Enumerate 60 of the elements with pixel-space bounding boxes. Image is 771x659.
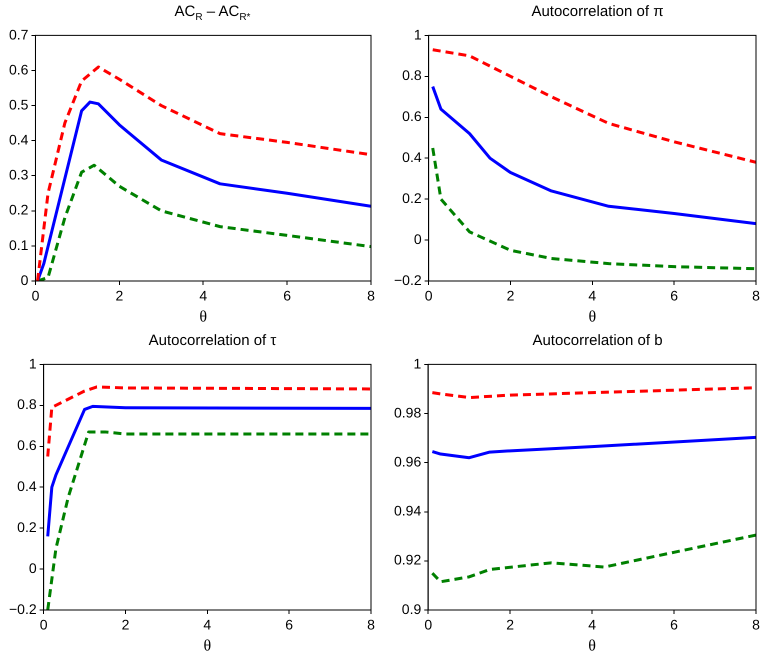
- x-tick-label: 4: [203, 616, 212, 632]
- y-tick-label: 0.4: [8, 132, 29, 148]
- y-tick-label: 0.4: [402, 149, 422, 166]
- line-series: [46, 385, 371, 458]
- chart-title: Autocorrelation of τ: [148, 331, 278, 351]
- y-tick-label: 0.9: [402, 600, 422, 617]
- y-tick-label: 1: [28, 355, 37, 372]
- x-tick-label: 6: [285, 616, 294, 632]
- y-tick-label: 0.96: [394, 454, 422, 470]
- y-tick-label: 0.6: [402, 108, 422, 124]
- line-series: [46, 430, 371, 610]
- y-tick-label: 0.8: [17, 396, 37, 412]
- y-tick-label: 0.2: [8, 202, 29, 218]
- y-tick-label: 0: [20, 272, 29, 288]
- y-tick-label: 0.4: [17, 478, 37, 494]
- x-tick-label: 0: [424, 287, 433, 304]
- x-tick-label: 8: [752, 287, 760, 304]
- x-axis-title: θ: [203, 638, 212, 655]
- x-axis-title: θ: [588, 308, 596, 326]
- y-tick-label: 0.6: [17, 437, 37, 454]
- chart-title: Autocorrelation of b: [531, 331, 664, 351]
- y-tick-label: 0.7: [8, 26, 29, 42]
- y-tick-label: 0.2: [402, 190, 422, 206]
- x-tick-label: 2: [122, 616, 130, 632]
- x-tick-label: 2: [506, 616, 514, 632]
- y-tick-label: 0.1: [8, 236, 29, 253]
- x-tick-label: 8: [367, 616, 376, 632]
- line-series: [431, 48, 756, 164]
- y-tick-label: 0.8: [402, 67, 422, 84]
- y-tick-label: 1: [414, 26, 422, 42]
- x-tick-label: 0: [424, 616, 432, 632]
- x-tick-label: 4: [588, 287, 596, 304]
- y-tick-label: 0.94: [394, 502, 422, 519]
- line-series: [430, 534, 756, 584]
- x-tick-label: 4: [199, 287, 208, 304]
- y-tick-label: 0: [28, 560, 37, 576]
- y-tick-label: −0.2: [394, 272, 422, 288]
- x-tick-label: 4: [588, 616, 596, 632]
- y-tick-label: 0.3: [8, 166, 29, 183]
- x-axis-title: θ: [199, 308, 208, 326]
- y-tick-label: −0.2: [8, 600, 37, 617]
- x-tick-label: 8: [367, 287, 376, 304]
- x-tick-label: 6: [670, 616, 678, 632]
- chart-title: Autocorrelation of π: [530, 2, 665, 22]
- y-tick-label: 1: [413, 355, 422, 372]
- y-tick-label: 0: [414, 230, 422, 247]
- y-tick-label: 0.5: [8, 96, 29, 112]
- y-tick-label: 0.2: [17, 518, 37, 535]
- x-tick-label: 2: [115, 287, 124, 304]
- x-tick-label: 6: [283, 287, 292, 304]
- line-series: [431, 146, 756, 270]
- x-tick-label: 2: [506, 287, 515, 304]
- x-tick-label: 8: [752, 616, 760, 632]
- x-axis-title: θ: [588, 638, 596, 655]
- y-tick-label: 0.6: [8, 61, 29, 78]
- y-tick-label: 0.98: [394, 404, 422, 420]
- chart-title: AC$_{R}$ – AC$_{R*}$: [174, 2, 252, 24]
- x-tick-label: 0: [40, 616, 48, 632]
- x-tick-label: 6: [670, 287, 678, 304]
- y-tick-label: 0.92: [394, 552, 422, 568]
